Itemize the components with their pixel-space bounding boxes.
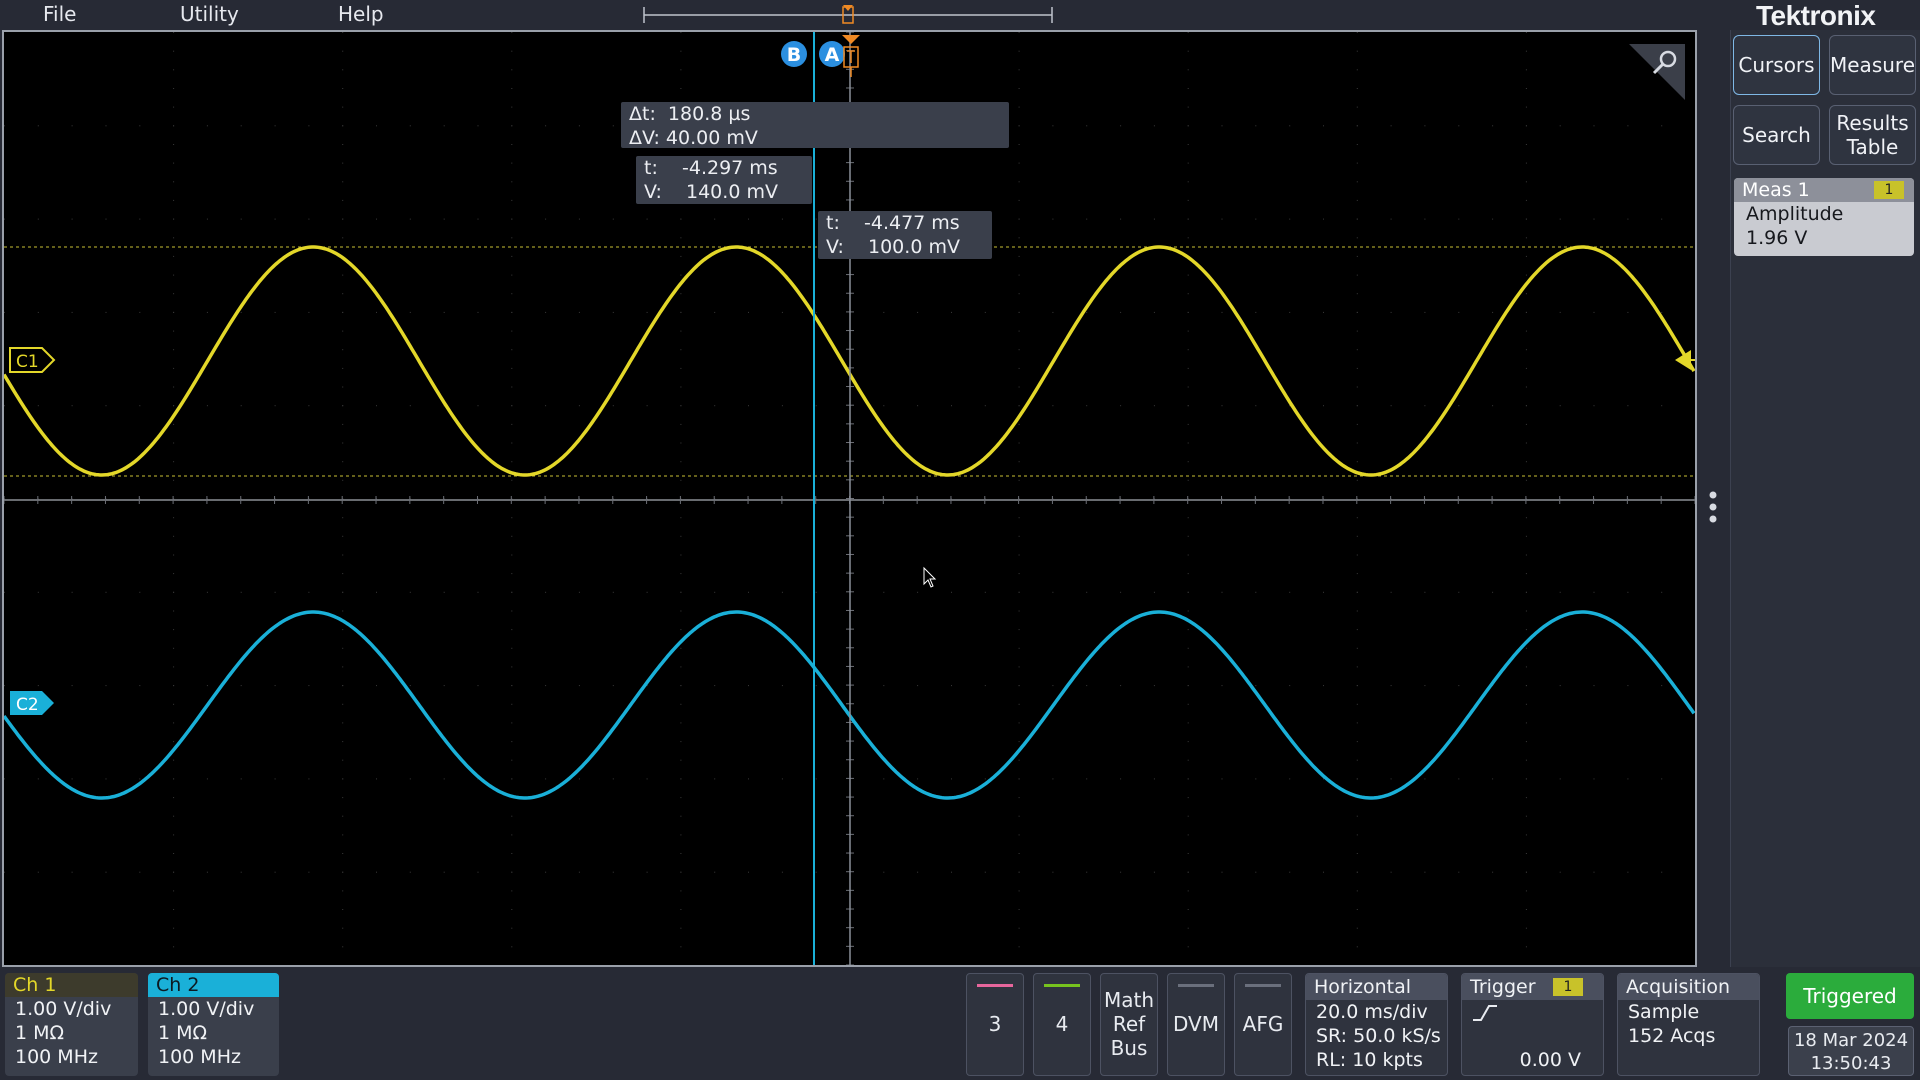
cursor-b-voltage: V: 140.0 mV [644, 181, 778, 203]
ch1-bandwidth: 100 MHz [15, 1046, 98, 1068]
meas1-badge[interactable]: Meas 1 1 Amplitude 1.96 V [1734, 178, 1914, 256]
ch4-button[interactable]: 4 [1033, 973, 1091, 1076]
cursor-b-time: t: -4.297 ms [644, 157, 778, 179]
cursor-a-voltage: V: 100.0 mV [826, 236, 960, 258]
cursor-b-label: B [787, 44, 801, 66]
tektronix-logo: Tektronix [1756, 0, 1876, 31]
menu-bar: File Utility Help [0, 0, 1730, 30]
horizontal-scale: 20.0 ms/div [1316, 1001, 1428, 1023]
trigger-status-button[interactable]: Triggered [1786, 973, 1914, 1019]
meas1-title: Meas 1 [1742, 179, 1810, 201]
ch2-offset-marker[interactable]: C2 [10, 691, 54, 715]
time-display: 13:50:43 [1810, 1053, 1892, 1074]
cursor-b-handle[interactable]: B [781, 41, 807, 67]
meas1-value: 1.96 V [1746, 227, 1808, 249]
results-table-label-line1: Results [1836, 111, 1909, 135]
meas1-source-badge: 1 [1874, 181, 1904, 199]
cursor-a-handle[interactable]: A [819, 41, 845, 67]
menu-file[interactable]: File [43, 2, 77, 26]
ch2-badge[interactable]: Ch 2 1.00 V/div 1 MΩ 100 MHz [148, 973, 279, 1076]
date-display: 18 Mar 2024 [1793, 1030, 1909, 1051]
trigger-level-marker[interactable] [1675, 350, 1691, 370]
measure-button[interactable]: Measure [1829, 35, 1916, 95]
horizontal-sample-rate: SR: 50.0 kS/s [1316, 1025, 1441, 1047]
search-button[interactable]: Search [1733, 105, 1820, 165]
ch2-waveform [4, 610, 1695, 800]
trigger-title: Trigger [1470, 976, 1536, 998]
horizontal-record-length: RL: 10 kpts [1316, 1049, 1423, 1071]
dvm-button[interactable]: DVM [1167, 973, 1225, 1076]
trigger-level: 0.00 V [1519, 1049, 1581, 1071]
trigger-source-badge: 1 [1553, 978, 1583, 996]
menu-utility[interactable]: Utility [180, 2, 239, 26]
delta-voltage: ΔV: 40.00 mV [629, 127, 758, 149]
ch1-title: Ch 1 [5, 973, 138, 997]
cursors-button-label: Cursors [1738, 53, 1815, 77]
cursor-b-readout: t: -4.297 ms V: 140.0 mV [636, 156, 812, 204]
math-ref-bus-button[interactable]: Math Ref Bus [1100, 973, 1158, 1076]
ch1-impedance: 1 MΩ [15, 1022, 65, 1044]
waveform-display[interactable]: B A C1 C2 [2, 30, 1697, 967]
side-panel [1730, 30, 1920, 967]
afg-button[interactable]: AFG [1234, 973, 1292, 1076]
cursor-a-readout: t: -4.477 ms V: 100.0 mV [818, 211, 992, 259]
math-label: Math [1103, 988, 1155, 1012]
ch2-marker-label: C2 [16, 695, 39, 715]
meas1-name: Amplitude [1746, 203, 1844, 225]
cursor-a-label: A [825, 44, 840, 66]
ref-label: Ref [1112, 1012, 1146, 1036]
horizontal-badge[interactable]: Horizontal 20.0 ms/div SR: 50.0 kS/s RL:… [1305, 973, 1448, 1076]
ch3-button[interactable]: 3 [966, 973, 1024, 1076]
ch1-badge[interactable]: Ch 1 1.00 V/div 1 MΩ 100 MHz [5, 973, 138, 1076]
acquisition-mode: Sample [1628, 1001, 1700, 1023]
cursors-button[interactable]: Cursors [1733, 35, 1820, 95]
acquisition-badge[interactable]: Acquisition Sample 152 Acqs [1617, 973, 1760, 1076]
measure-button-label: Measure [1830, 53, 1915, 77]
ch1-scale: 1.00 V/div [15, 998, 112, 1020]
ch1-waveform [4, 245, 1695, 477]
trigger-position-marker[interactable] [842, 35, 860, 77]
search-button-label: Search [1742, 123, 1811, 147]
menu-help[interactable]: Help [338, 2, 384, 26]
mouse-pointer-icon [923, 566, 937, 588]
bus-label: Bus [1110, 1036, 1148, 1060]
zoom-icon[interactable] [1629, 44, 1685, 100]
ch2-impedance: 1 MΩ [158, 1022, 208, 1044]
ch2-bandwidth: 100 MHz [158, 1046, 241, 1068]
results-table-button[interactable]: Results Table [1829, 105, 1916, 165]
ch4-button-label: 4 [1055, 1012, 1069, 1036]
horizontal-title: Horizontal [1306, 974, 1447, 1000]
cursor-a-time: t: -4.477 ms [826, 212, 960, 234]
acquisition-title: Acquisition [1618, 974, 1759, 1000]
delta-readout: Δt: 180.8 µs ΔV: 40.00 mV [621, 102, 1009, 149]
ch3-button-label: 3 [988, 1012, 1002, 1036]
trigger-badge[interactable]: Trigger 1 0.00 V [1461, 973, 1604, 1076]
record-view-bar[interactable] [640, 4, 1056, 26]
more-options-icon[interactable] [1706, 490, 1720, 526]
ch1-offset-marker[interactable]: C1 [9, 347, 56, 373]
acquisition-count: 152 Acqs [1628, 1025, 1716, 1047]
date-time-badge[interactable]: 18 Mar 2024 13:50:43 [1788, 1026, 1914, 1076]
ch2-scale: 1.00 V/div [158, 998, 255, 1020]
afg-button-label: AFG [1242, 1012, 1284, 1036]
results-table-label-line2: Table [1846, 135, 1899, 159]
rising-edge-icon [1473, 1005, 1497, 1021]
ch1-marker-label: C1 [16, 352, 39, 372]
dvm-button-label: DVM [1173, 1012, 1219, 1036]
delta-time: Δt: 180.8 µs [629, 103, 751, 125]
ch2-title: Ch 2 [148, 973, 279, 997]
